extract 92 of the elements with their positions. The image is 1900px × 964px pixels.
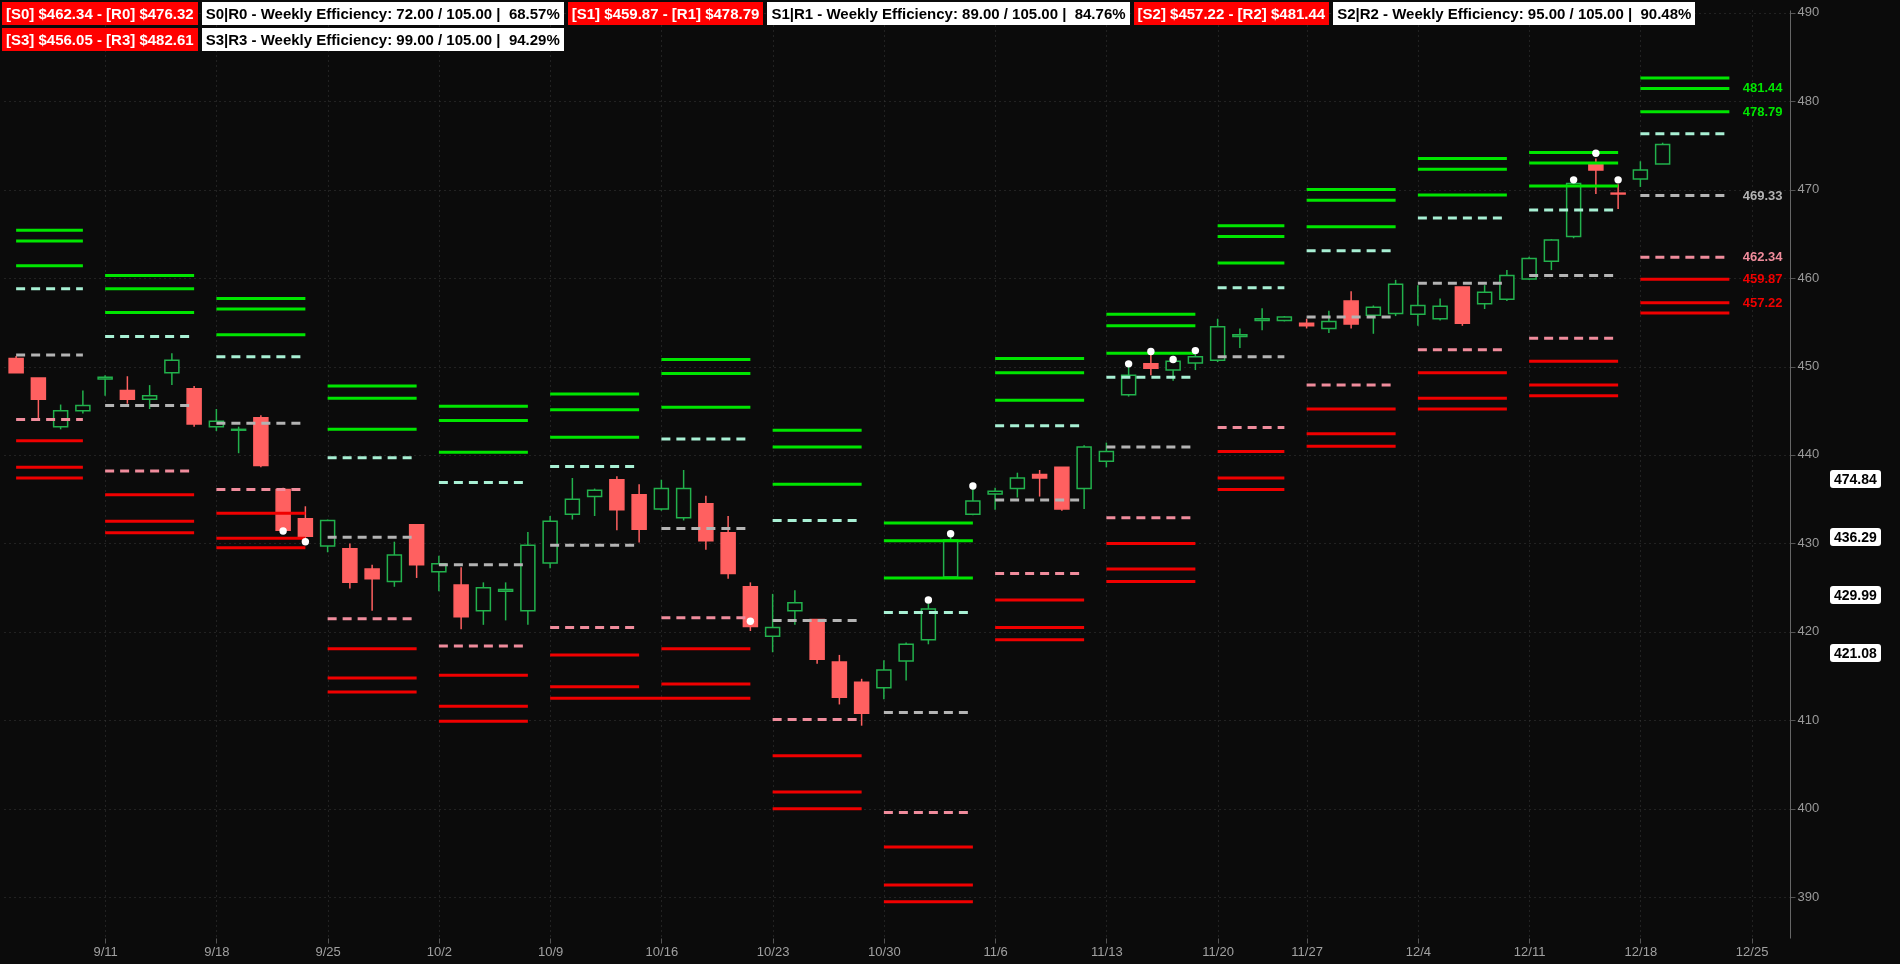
x-tick-label: 12/18 bbox=[1624, 943, 1658, 959]
y-tick-label: 450 bbox=[1797, 358, 1820, 374]
candlestick bbox=[364, 563, 380, 612]
candlestick bbox=[1543, 238, 1560, 271]
y-tick-label: 410 bbox=[1797, 711, 1820, 727]
candlestick bbox=[876, 659, 892, 700]
x-tick-label: 9/11 bbox=[93, 943, 118, 959]
candlestick bbox=[653, 479, 670, 512]
x-tick-label: 10/16 bbox=[645, 943, 679, 959]
candlestick bbox=[1232, 327, 1248, 349]
candlestick bbox=[431, 555, 447, 592]
x-tick-label: 12/4 bbox=[1405, 943, 1432, 959]
candlestick bbox=[1654, 141, 1671, 165]
candlestick bbox=[1343, 290, 1359, 330]
candlestick bbox=[1432, 297, 1448, 322]
x-tick-label: 11/13 bbox=[1091, 943, 1123, 959]
candlestick bbox=[564, 477, 581, 521]
candlestick bbox=[30, 377, 47, 420]
point bbox=[1124, 360, 1133, 368]
candlestick bbox=[497, 581, 514, 622]
data-label: 459.87 bbox=[1742, 271, 1783, 287]
x-tick-label: 11/20 bbox=[1202, 943, 1234, 959]
data-label: 469.33 bbox=[1742, 187, 1783, 203]
y-tick-label: 400 bbox=[1797, 800, 1820, 816]
x-tick-label: 10/2 bbox=[426, 943, 453, 959]
data-label: 457.22 bbox=[1742, 294, 1783, 310]
x-tick-label: 10/23 bbox=[756, 943, 790, 959]
x-tick-label: 10/9 bbox=[537, 943, 564, 959]
candlestick bbox=[787, 589, 803, 626]
candlestick bbox=[1410, 284, 1426, 327]
candlestick bbox=[164, 352, 180, 386]
candlestick bbox=[119, 375, 136, 405]
y-tick-label: 390 bbox=[1797, 888, 1820, 904]
candlestick bbox=[586, 487, 603, 517]
y-tick-label: 460 bbox=[1797, 269, 1820, 285]
point bbox=[924, 596, 933, 604]
point bbox=[1147, 347, 1155, 356]
candlestick bbox=[1321, 310, 1337, 334]
annotation: S3|R3 - Weekly Efficiency: 99.00 / 105.00 | 94.29% bbox=[201, 28, 564, 51]
candlestick bbox=[1098, 441, 1115, 469]
annotation: [S2] $457.22 - [R2] $481.44 bbox=[1133, 2, 1330, 25]
x-tick-label: 11/27 bbox=[1291, 943, 1323, 959]
annotation: [S0] $462.34 - [R0] $476.32 bbox=[2, 2, 198, 25]
candlestick bbox=[764, 593, 781, 654]
point bbox=[1569, 176, 1578, 184]
point bbox=[279, 527, 287, 535]
point bbox=[1191, 346, 1200, 355]
point bbox=[746, 617, 755, 625]
x-tick-label: 10/30 bbox=[868, 943, 901, 959]
candlestick bbox=[75, 389, 91, 415]
text: 421.08 bbox=[1830, 644, 1881, 662]
y-tick-label: 430 bbox=[1797, 534, 1820, 550]
y-tick-label: 440 bbox=[1797, 446, 1820, 462]
point bbox=[946, 530, 955, 538]
annotation: [S1] $459.87 - [R1] $478.79 bbox=[567, 2, 764, 25]
y-tick-label: 480 bbox=[1797, 92, 1820, 108]
x-tick-label: 9/25 bbox=[315, 943, 341, 959]
candlestick bbox=[1365, 304, 1382, 335]
candlestick bbox=[1254, 307, 1270, 331]
data-label: 462.34 bbox=[1742, 249, 1784, 265]
candlestick bbox=[1499, 269, 1515, 302]
annotation: S0|R0 - Weekly Efficiency: 72.00 / 105.00 | 68.57% bbox=[201, 2, 564, 25]
candlestick bbox=[97, 374, 113, 397]
candlestick bbox=[1476, 284, 1493, 310]
text: 429.99 bbox=[1830, 586, 1881, 604]
candlestick bbox=[987, 486, 1003, 511]
candlestick bbox=[475, 581, 492, 626]
annotation: S2|R2 - Weekly Efficiency: 95.00 / 105.00 | 90.48% bbox=[1333, 2, 1696, 25]
candlestick bbox=[141, 384, 158, 410]
x-tick-label: 12/25 bbox=[1735, 943, 1769, 959]
point bbox=[969, 482, 977, 490]
point bbox=[1592, 149, 1600, 158]
data-label: 478.79 bbox=[1742, 103, 1783, 119]
annotation: [S3] $456.05 - [R3] $482.61 bbox=[2, 28, 198, 51]
text: 474.84 bbox=[1830, 470, 1881, 488]
candlestick bbox=[898, 641, 914, 682]
candlestick bbox=[1031, 469, 1048, 498]
annotation: S1|R1 - Weekly Efficiency: 89.00 / 105.00 | 84.76% bbox=[767, 2, 1130, 25]
y-tick-label: 420 bbox=[1797, 623, 1820, 639]
point bbox=[1614, 176, 1622, 184]
candlestick bbox=[1632, 160, 1649, 188]
point bbox=[301, 537, 310, 546]
data-label: 481.44 bbox=[1742, 80, 1784, 96]
y-tick-label: 490 bbox=[1797, 4, 1820, 20]
x-tick-label: 12/11 bbox=[1513, 943, 1546, 959]
candlestick bbox=[1610, 183, 1626, 210]
x-tick-label: 9/18 bbox=[204, 943, 230, 959]
x-tick-label: 11/6 bbox=[983, 943, 1008, 959]
point bbox=[1169, 355, 1177, 364]
candlestick bbox=[1009, 471, 1026, 499]
y-tick-label: 470 bbox=[1797, 181, 1820, 197]
text: 436.29 bbox=[1830, 528, 1881, 546]
